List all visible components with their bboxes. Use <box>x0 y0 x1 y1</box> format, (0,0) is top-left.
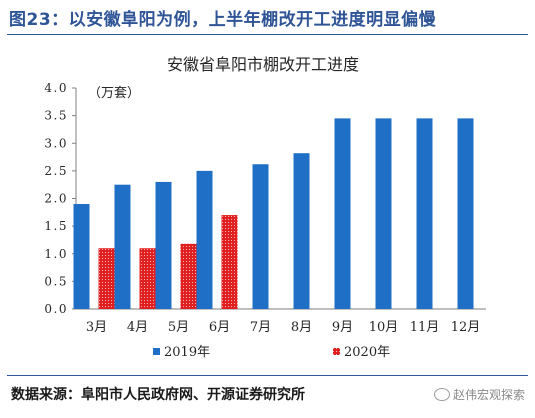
x-tick-label: 7月 <box>250 320 271 335</box>
y-tick-label: 2.0 <box>44 192 68 206</box>
x-tick-label: 6月 <box>209 320 230 335</box>
x-tick-label: 12月 <box>451 320 481 335</box>
x-tick-label: 11月 <box>410 320 440 335</box>
x-tick-label: 9月 <box>332 320 353 335</box>
source-note: 数据来源：阜阳市人民政府网、开源证券研究所 <box>11 387 305 403</box>
bar-2019 <box>334 118 351 309</box>
y-axis: 0.0 0.5 1.0 1.5 2.0 2.5 3.0 3.5 4.0 <box>44 81 77 316</box>
x-axis: 3月 4月 5月 6月 7月 8月 9月 10月 11月 12月 <box>76 308 486 335</box>
legend-swatch <box>333 348 340 355</box>
watermark-text: 赵伟宏观探索 <box>452 388 525 402</box>
top-divider <box>7 34 528 35</box>
legend: 2019年 2020年 <box>153 345 390 360</box>
y-tick-label: 0.5 <box>44 274 68 288</box>
y-tick-label: 1.5 <box>44 219 68 233</box>
y-tick-label: 0.0 <box>44 302 68 316</box>
y-tick-label: 4.0 <box>44 81 68 95</box>
bar-2019 <box>73 204 90 309</box>
bar-2019 <box>155 181 172 309</box>
y-tick-label: 3.5 <box>44 109 68 123</box>
bar-2019 <box>416 118 433 309</box>
bar-2019 <box>375 118 392 309</box>
x-tick-label: 4月 <box>127 320 148 335</box>
watermark: 赵伟宏观探索 <box>433 386 525 403</box>
bar-2020 <box>221 215 238 309</box>
chart-title: 安徽省阜阳市棚改开工进度 <box>167 55 359 74</box>
y-tick-label: 3.0 <box>44 136 68 150</box>
legend-label: 2019年 <box>164 345 210 360</box>
x-tick-label: 8月 <box>291 320 312 335</box>
bars <box>73 118 474 309</box>
y-tick-label: 1.0 <box>44 247 68 261</box>
bar-2020 <box>139 248 156 309</box>
legend-label: 2020年 <box>344 345 390 360</box>
bar-chart: 安徽省阜阳市棚改开工进度 （万套） 0.0 0.5 1.0 1.5 2.0 2.5 3.0 3… <box>44 55 486 360</box>
x-tick-label: 10月 <box>369 320 399 335</box>
bar-2019 <box>114 184 131 309</box>
x-tick-label: 3月 <box>86 320 107 335</box>
y-tick-label: 2.5 <box>44 164 68 178</box>
x-tick-label: 5月 <box>168 320 189 335</box>
legend-swatch <box>153 348 160 355</box>
bar-2020 <box>98 248 115 309</box>
figure-title: 图23：以安徽阜阳为例，上半年棚改开工进度明显偏慢 <box>9 10 437 30</box>
bar-2019 <box>196 170 213 309</box>
bar-2020 <box>180 243 197 309</box>
bar-2019 <box>457 118 474 309</box>
bar-2019 <box>293 153 310 309</box>
bar-2019 <box>252 164 269 309</box>
unit-label: （万套） <box>88 85 140 101</box>
wechat-icon <box>433 388 450 401</box>
bottom-divider <box>7 375 528 376</box>
